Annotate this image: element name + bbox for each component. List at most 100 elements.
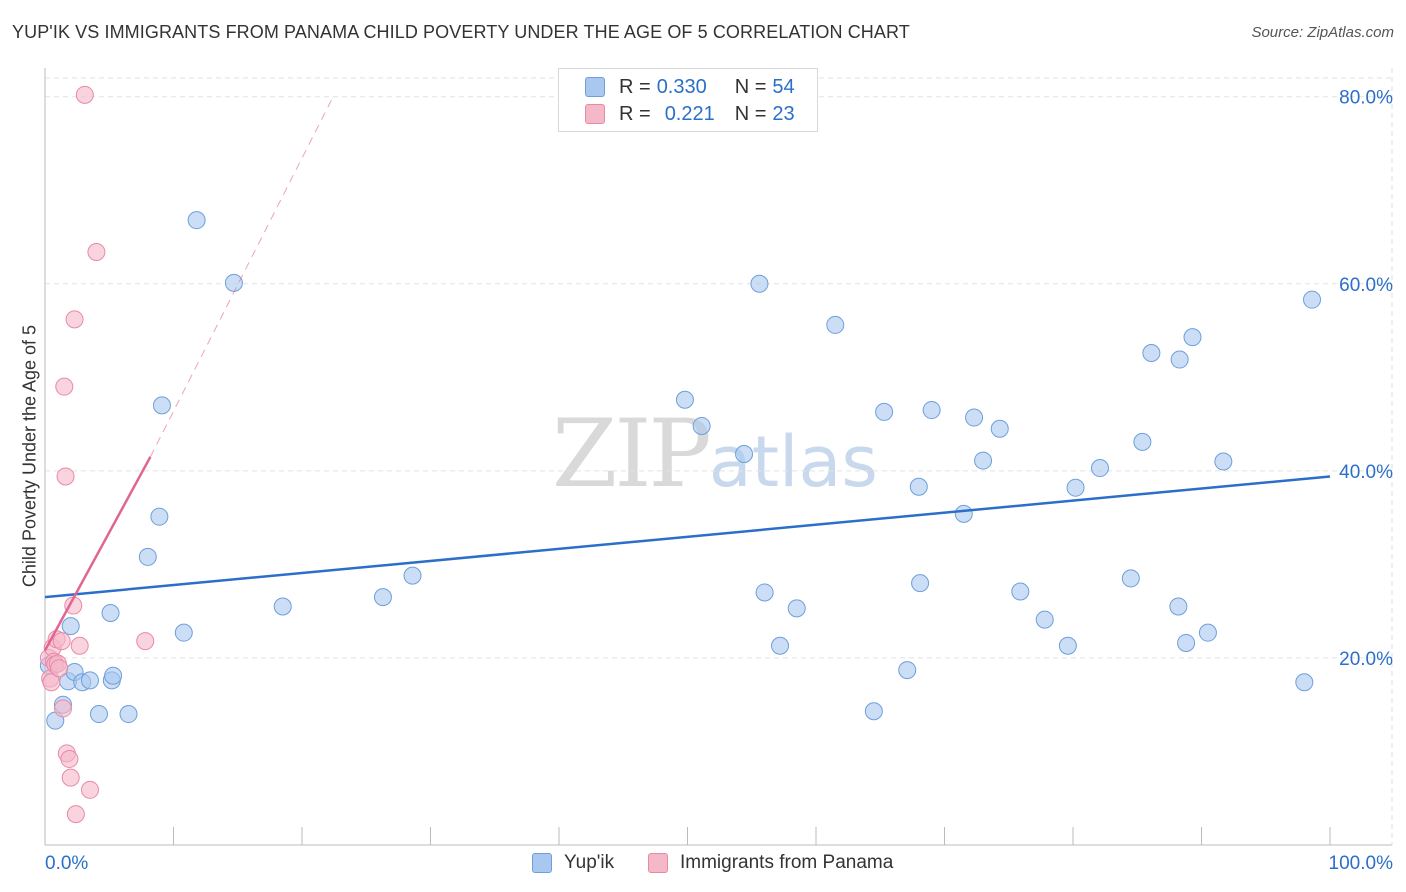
legend-n-value: 54 — [772, 75, 795, 98]
legend-item-panama: Immigrants from Panama — [648, 852, 893, 874]
panama-point — [136, 632, 155, 651]
source-credit: Source: ZipAtlas.com — [1251, 24, 1394, 41]
yupik-point — [150, 507, 169, 526]
legend-label-panama: Immigrants from Panama — [680, 852, 894, 873]
correlation-legend: R = 0.330 N = 54 R = 0.221 N = 23 — [558, 68, 818, 132]
yupik-point — [974, 451, 993, 470]
yupik-point — [1058, 636, 1077, 655]
yupik-point — [692, 416, 711, 435]
yupik-point — [403, 566, 422, 585]
yupik-point — [1198, 623, 1217, 642]
legend-r-label: R = — [619, 75, 651, 98]
yupik-point — [373, 588, 392, 607]
panama-point — [70, 636, 89, 655]
yupik-point — [1170, 350, 1189, 369]
yupik-point — [80, 671, 99, 690]
legend-swatch-blue — [585, 77, 605, 97]
yupik-point — [898, 661, 917, 680]
yupik-point — [1169, 597, 1188, 616]
yupik-point — [911, 574, 930, 593]
legend-item-yupik: Yup'ik — [532, 852, 614, 874]
legend-r-label: R = — [619, 102, 651, 125]
panama-point — [80, 780, 99, 799]
yupik-point — [138, 547, 157, 566]
legend-r-value: 0.330 — [656, 75, 707, 98]
yupik-point — [1121, 569, 1140, 588]
yupik-point — [1183, 328, 1202, 347]
yupik-point — [1066, 478, 1085, 497]
yupik-point — [755, 583, 774, 602]
yupik-point — [922, 401, 941, 420]
panama-point — [52, 632, 71, 651]
yupik-point — [750, 274, 769, 293]
yupik-point — [1303, 290, 1322, 309]
panama-point — [65, 310, 84, 329]
legend-n-label: N = — [734, 75, 767, 98]
yupik-point — [174, 623, 193, 642]
y-tick-label: 20.0% — [1339, 649, 1393, 670]
yupik-point — [954, 504, 973, 523]
legend-swatch-pink — [585, 104, 605, 124]
yupik-point — [187, 211, 206, 230]
y-axis-label: Child Poverty Under the Age of 5 — [19, 324, 40, 588]
yupik-point — [101, 604, 120, 623]
yupik-point — [1011, 582, 1030, 601]
legend-r-value: 0.221 — [664, 102, 715, 125]
watermark-zip: ZIP — [552, 400, 712, 509]
legend-n-value: 23 — [772, 102, 795, 125]
panama-point — [75, 85, 94, 104]
panama-point — [50, 659, 69, 678]
panama-point — [61, 768, 80, 787]
yupik-point — [273, 597, 292, 616]
panama-point — [60, 749, 79, 768]
panama-point — [55, 377, 74, 396]
x-tick-label: 0.0% — [45, 853, 88, 874]
yupik-point — [1133, 432, 1152, 451]
yupik-point — [152, 396, 171, 415]
watermark-atlas: atlas — [708, 421, 878, 503]
watermark: ZIPatlas — [552, 400, 878, 509]
y-tick-label: 80.0% — [1339, 88, 1393, 109]
yupik-trend-line — [44, 475, 1331, 599]
yupik-point — [826, 315, 845, 334]
yupik-point — [864, 702, 883, 721]
yupik-point — [1295, 673, 1314, 692]
yupik-point — [1090, 459, 1109, 478]
panama-trend-line — [43, 456, 152, 652]
yupik-point — [735, 445, 754, 464]
yupik-point — [224, 273, 243, 292]
panama-trend-extension — [149, 94, 335, 458]
legend-n-label: N = — [734, 102, 767, 125]
legend-swatch-blue — [532, 853, 552, 873]
yupik-point — [1035, 610, 1054, 629]
yupik-point — [104, 666, 123, 685]
yupik-point — [990, 419, 1009, 438]
legend-label-yupik: Yup'ik — [564, 852, 615, 873]
yupik-point — [675, 390, 694, 409]
legend-row-yupik: R = 0.330 N = 54 — [585, 75, 795, 99]
panama-point — [66, 805, 85, 824]
series-legend: Yup'ik Immigrants from Panama — [0, 852, 1406, 878]
panama-point — [56, 467, 75, 486]
legend-swatch-pink — [648, 853, 668, 873]
yupik-point — [771, 636, 790, 655]
yupik-point — [119, 705, 138, 724]
yupik-point — [909, 477, 928, 496]
yupik-point — [875, 402, 894, 421]
panama-point — [87, 242, 106, 261]
yupik-point — [61, 617, 80, 636]
yupik-point — [89, 705, 108, 724]
y-tick-label: 60.0% — [1339, 275, 1393, 296]
yupik-point — [787, 599, 806, 618]
yupik-point — [965, 408, 984, 427]
yupik-point — [1142, 343, 1161, 362]
panama-point — [42, 673, 61, 692]
legend-row-panama: R = 0.221 N = 23 — [585, 102, 795, 126]
x-tick-label: 100.0% — [1329, 853, 1394, 874]
yupik-point — [1214, 452, 1233, 471]
chart-title: YUP'IK VS IMMIGRANTS FROM PANAMA CHILD P… — [12, 22, 910, 42]
panama-point — [53, 699, 72, 718]
yupik-point — [1177, 633, 1196, 652]
y-tick-label: 40.0% — [1339, 462, 1393, 483]
